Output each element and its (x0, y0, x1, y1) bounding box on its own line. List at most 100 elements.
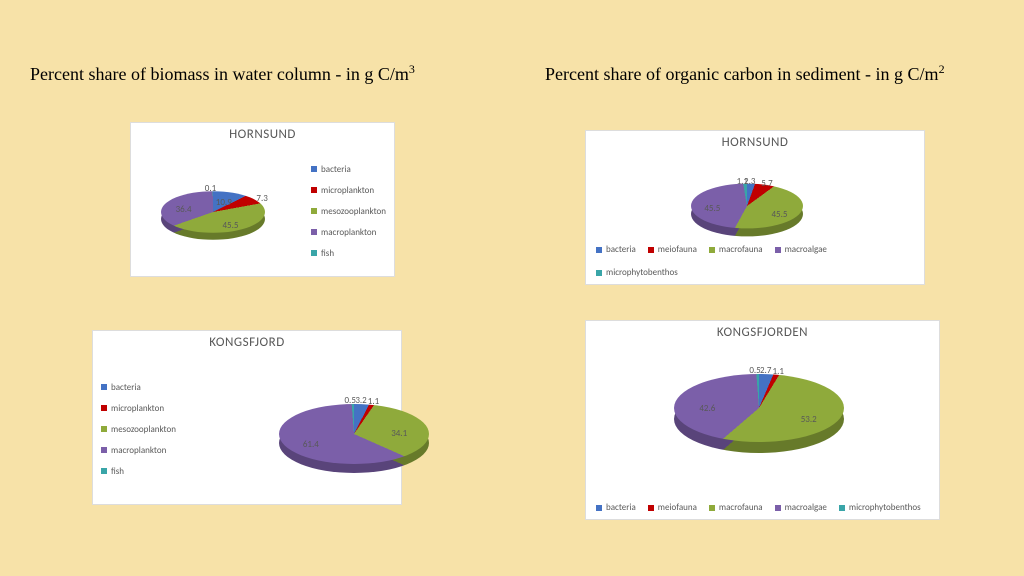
legend-swatch (311, 229, 317, 235)
legend-label: meiofauna (658, 502, 697, 513)
legend-label: microplankton (321, 185, 374, 196)
legend-item: macroplankton (101, 445, 176, 456)
legend-item: mesozooplankton (101, 424, 176, 435)
legend-swatch (101, 384, 107, 390)
pie-area: 2.71.1 53.2 42.6 0.5 (586, 344, 939, 498)
legend-swatch (311, 187, 317, 193)
legend-swatch (101, 426, 107, 432)
legend-label: macroplankton (321, 227, 376, 238)
legend-label: bacteria (606, 244, 636, 255)
legend-label: macroalgae (785, 244, 827, 255)
legend-item: microphytobenthos (596, 267, 678, 278)
data-label: 61.4 (303, 439, 319, 450)
chart-body: 2.71.1 53.2 42.6 0.5 (586, 344, 939, 498)
legend-swatch (648, 247, 654, 253)
chart-title: HORNSUND (586, 131, 924, 154)
legend: bacteria meiofauna macrofauna macroalgae mic… (586, 498, 939, 519)
legend-item: macrofauna (709, 502, 763, 513)
right-section-title: Percent share of organic carbon in sedim… (545, 62, 945, 85)
data-label: 34.1 (391, 428, 407, 439)
data-label: 53.2 (801, 414, 817, 425)
legend-label: microphytobenthos (849, 502, 921, 513)
legend-item: microplankton (101, 403, 176, 414)
pie-wrap: 2.71.153.242.60.5 (674, 374, 844, 453)
data-label: 5.7 (761, 178, 772, 189)
data-label: 7.3 (256, 193, 267, 204)
data-label: 1.1 (737, 176, 748, 187)
legend-item: microphytobenthos (839, 502, 921, 513)
legend-item: meiofauna (648, 502, 697, 513)
chart-title: KONGSFJORDEN (586, 321, 939, 344)
legend-label: bacteria (321, 164, 351, 175)
pie-area: 10.9 7.3 45.5 36.4 0.1 (131, 146, 303, 276)
data-label: 45.5 (772, 209, 788, 220)
legend-swatch (648, 505, 654, 511)
legend-item: bacteria (311, 164, 386, 175)
legend-swatch (775, 247, 781, 253)
chart-title: HORNSUND (131, 123, 394, 146)
legend-label: macroalgae (785, 502, 827, 513)
chart-hornsund_biomass: HORNSUND 10.9 7.3 45.5 36.4 0.1 bacteria microp… (130, 122, 395, 277)
pie-wrap: 2.35.745.545.51.1 (691, 184, 803, 237)
pie-wrap: 10.97.345.536.40.1 (161, 191, 265, 240)
data-label: 1.1 (368, 396, 379, 407)
legend-label: macrofauna (719, 244, 763, 255)
legend-label: fish (321, 248, 334, 259)
data-label: 2.7 (760, 365, 771, 376)
legend-label: mesozooplankton (321, 206, 386, 217)
legend-item: mesozooplankton (311, 206, 386, 217)
chart-body: bacteria microplankton mesozooplankton macr… (93, 354, 401, 504)
legend-item: bacteria (596, 244, 636, 255)
legend-item: macrofauna (709, 244, 763, 255)
legend-label: bacteria (606, 502, 636, 513)
legend-label: mesozooplankton (111, 424, 176, 435)
legend: bacteria microplankton mesozooplankton macr… (303, 146, 394, 276)
data-label: 0.5 (344, 395, 355, 406)
legend-swatch (596, 247, 602, 253)
legend-swatch (839, 505, 845, 511)
data-label: 45.5 (704, 203, 720, 214)
legend-label: microphytobenthos (606, 267, 678, 278)
legend-item: bacteria (101, 382, 176, 393)
data-label: 42.6 (699, 403, 715, 414)
legend-swatch (311, 208, 317, 214)
data-label: 45.5 (222, 220, 238, 231)
data-label: 0.5 (749, 365, 760, 376)
chart-hornsund_sediment: HORNSUND2.35.745.545.51.1bacteriameiofau… (585, 130, 925, 285)
pie-area: 2.35.745.545.51.1 (586, 154, 924, 240)
legend-label: macrofauna (719, 502, 763, 513)
legend-label: meiofauna (658, 244, 697, 255)
legend-item: macroplankton (311, 227, 386, 238)
data-label: 0.1 (205, 183, 216, 194)
data-label: 36.4 (176, 204, 192, 215)
legend-item: macroalgae (775, 502, 827, 513)
legend-swatch (311, 250, 317, 256)
legend: bacteria microplankton mesozooplankton macr… (93, 354, 184, 504)
data-label: 3.2 (355, 395, 366, 406)
chart-title: KONGSFJORD (93, 331, 401, 354)
chart-body: 2.35.745.545.51.1 (586, 154, 924, 240)
legend-item: bacteria (596, 502, 636, 513)
data-label: 10.9 (216, 197, 232, 208)
legend-swatch (101, 447, 107, 453)
chart-body: 10.9 7.3 45.5 36.4 0.1 bacteria microplankton m… (131, 146, 394, 276)
legend-label: microplankton (111, 403, 164, 414)
legend-item: fish (101, 466, 176, 477)
legend-label: fish (111, 466, 124, 477)
legend-label: bacteria (111, 382, 141, 393)
legend-swatch (101, 468, 107, 474)
chart-kongsfjorden_sediment: KONGSFJORDEN 2.71.1 53.2 42.6 0.5 bacteria mei… (585, 320, 940, 520)
data-label: 1.1 (773, 366, 784, 377)
chart-kongsfjord_biomass: KONGSFJORD bacteria microplankton mesozoopl… (92, 330, 402, 505)
legend-swatch (596, 505, 602, 511)
legend-swatch (709, 247, 715, 253)
legend: bacteria meiofauna macrofauna macroalgae mic… (586, 240, 924, 284)
legend-item: meiofauna (648, 244, 697, 255)
legend-label: macroplankton (111, 445, 166, 456)
legend-item: macroalgae (775, 244, 827, 255)
legend-swatch (775, 505, 781, 511)
left-section-title: Percent share of biomass in water column… (30, 62, 415, 85)
legend-swatch (596, 270, 602, 276)
legend-item: fish (311, 248, 386, 259)
legend-swatch (101, 405, 107, 411)
